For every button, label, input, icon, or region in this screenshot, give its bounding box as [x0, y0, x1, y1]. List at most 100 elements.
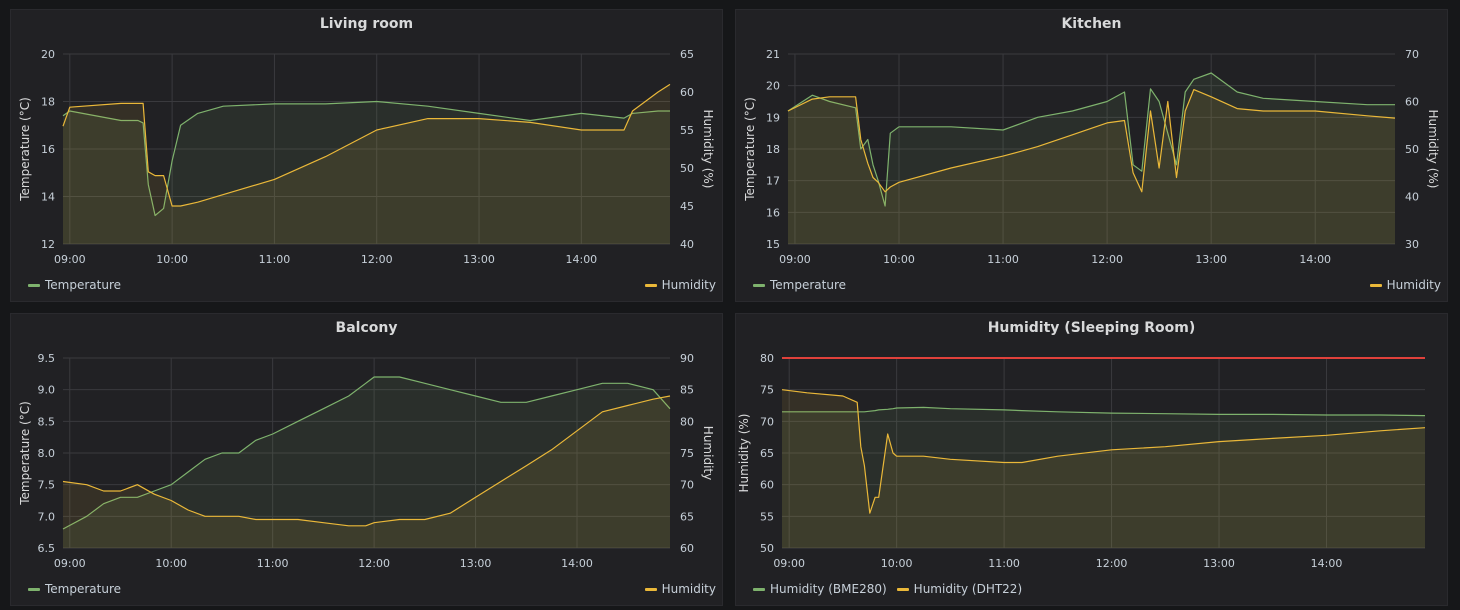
y-tick-label: 75	[760, 384, 774, 397]
series-area	[63, 396, 670, 548]
x-tick-label: 13:00	[460, 557, 492, 570]
y2-tick-label: 50	[1405, 143, 1419, 156]
series-area	[788, 89, 1395, 244]
y2-tick-label: 65	[680, 48, 694, 61]
y-tick-label: 6.5	[38, 542, 56, 555]
y-tick-label: 7.5	[38, 479, 56, 492]
y-axis-label: Humidity (%)	[737, 414, 751, 493]
y2-tick-label: 70	[680, 479, 694, 492]
x-tick-label: 11:00	[987, 253, 1019, 266]
y-tick-label: 80	[760, 352, 774, 365]
panel-title[interactable]: Balcony	[335, 320, 398, 336]
y2-tick-label: 50	[680, 162, 694, 175]
x-tick-label: 12:00	[1091, 253, 1123, 266]
x-tick-label: 09:00	[773, 557, 805, 570]
x-tick-label: 09:00	[54, 253, 86, 266]
x-tick-label: 11:00	[988, 557, 1020, 570]
panel-title[interactable]: Living room	[319, 16, 414, 32]
legend-item-dht22[interactable]: Humidity (DHT22)	[896, 582, 1022, 596]
legend-swatch	[753, 587, 765, 591]
legend-left[interactable]: Humidity (BME280) Humidity (DHT22)	[753, 582, 1032, 596]
legend-item-temperature[interactable]: Temperature	[28, 278, 121, 292]
y2-tick-label: 75	[680, 447, 694, 460]
series-area	[782, 407, 1425, 548]
chart-living-room[interactable]: 12 14 16 18 20 40 45 50 55 60 65 09:00 10:00 11:00 12:…	[11, 10, 724, 303]
legend-item-temperature[interactable]: Temperature	[753, 278, 846, 292]
x-tick-label: 14:00	[1311, 557, 1343, 570]
series-line-temperature	[62, 100, 670, 217]
panel-kitchen: Kitchen 15 16 17 18 19 20 21 30 40 50 60 70 09:00 10:…	[735, 9, 1448, 302]
y-tick-label: 8.0	[38, 447, 56, 460]
y-tick-label: 15	[766, 238, 780, 251]
legend-label: Temperature	[770, 278, 847, 292]
y-tick-label: 20	[41, 48, 55, 61]
legend-item-temperature[interactable]: Temperature	[28, 582, 121, 596]
x-tick-label: 11:00	[259, 253, 291, 266]
legend-swatch	[28, 283, 40, 287]
series-line-humidity	[787, 89, 1396, 193]
legend-right[interactable]: Humidity	[644, 582, 716, 596]
y-tick-label: 21	[766, 48, 780, 61]
legend-left[interactable]: Temperature	[28, 278, 131, 292]
x-tick-label: 10:00	[883, 253, 915, 266]
series-area	[63, 84, 670, 245]
legend-swatch	[28, 587, 40, 591]
x-tick-label: 13:00	[1203, 557, 1235, 570]
y2-tick-label: 30	[1405, 238, 1419, 251]
legend-left[interactable]: Temperature	[28, 582, 131, 596]
legend-item-humidity[interactable]: Humidity	[1369, 278, 1441, 292]
y-tick-label: 9.0	[38, 384, 56, 397]
series-line-humidity	[62, 83, 671, 207]
y2-tick-label: 65	[680, 510, 694, 523]
legend-swatch	[644, 283, 657, 287]
legend-right[interactable]: Humidity	[1369, 278, 1441, 292]
x-tick-label: 12:00	[358, 557, 390, 570]
panel-title[interactable]: Kitchen	[1061, 16, 1122, 32]
x-tick-label: 13:00	[463, 253, 495, 266]
x-tick-label: 09:00	[779, 253, 811, 266]
legend-swatch	[644, 587, 657, 591]
series-area	[63, 377, 670, 548]
y2-tick-label: 60	[680, 542, 694, 555]
y-axis-label: Temperature (°C)	[18, 401, 32, 506]
legend-swatch	[1369, 283, 1382, 287]
y2-tick-label: 40	[1405, 191, 1419, 204]
y-axis-label: Temperature (°C)	[18, 97, 32, 202]
legend-left[interactable]: Temperature	[753, 278, 856, 292]
x-tick-label: 14:00	[561, 557, 593, 570]
chart-sleeping-room[interactable]: 50 55 60 65 70 75 80 09:00 10:00 11:00 12:00 13:00 1…	[736, 314, 1449, 607]
panel-living-room: Living room 12 14 16 18 20 40 45 50 55 60 65 09:00 1…	[10, 9, 723, 302]
y2-tick-label: 80	[680, 415, 694, 428]
panel-balcony: Balcony 6.5 7.0 7.5 8.0 8.5 9.0 9.5 60 65 70 75 80 8…	[10, 313, 723, 606]
legend-label: Humidity	[1386, 278, 1441, 292]
x-tick-label: 12:00	[1096, 557, 1128, 570]
legend-swatch	[896, 587, 909, 591]
x-tick-label: 14:00	[565, 253, 597, 266]
x-tick-label: 10:00	[155, 557, 187, 570]
legend-right[interactable]: Humidity	[644, 278, 716, 292]
chart-kitchen[interactable]: 15 16 17 18 19 20 21 30 40 50 60 70 09:00 10:00 11:00 1…	[736, 10, 1449, 303]
y-tick-label: 17	[766, 175, 780, 188]
legend-item-humidity[interactable]: Humidity	[644, 278, 716, 292]
chart-balcony[interactable]: 6.5 7.0 7.5 8.0 8.5 9.0 9.5 60 65 70 75 80 85 90 09:00…	[11, 314, 724, 607]
y2-tick-label: 55	[680, 124, 694, 137]
y2-axis-label: Humidity (%)	[701, 110, 715, 189]
legend-label: Humidity	[661, 582, 716, 596]
legend-swatch	[753, 283, 765, 287]
x-tick-label: 09:00	[54, 557, 86, 570]
series-area	[63, 101, 670, 244]
panel-title[interactable]: Humidity (Sleeping Room)	[987, 320, 1196, 336]
y-tick-label: 16	[41, 143, 55, 156]
legend-item-bme280[interactable]: Humidity (BME280)	[753, 582, 887, 596]
series-line-humidity-bme280	[782, 406, 1426, 417]
y-tick-label: 18	[766, 143, 780, 156]
y-tick-label: 70	[760, 415, 774, 428]
y-tick-label: 12	[41, 238, 55, 251]
legend-label: Temperature	[45, 278, 122, 292]
y-tick-label: 65	[760, 447, 774, 460]
legend-item-humidity[interactable]: Humidity	[644, 582, 716, 596]
y2-tick-label: 85	[680, 384, 694, 397]
y-tick-label: 60	[760, 479, 774, 492]
y2-tick-label: 60	[680, 86, 694, 99]
y2-axis-label: Humidity	[701, 426, 715, 480]
